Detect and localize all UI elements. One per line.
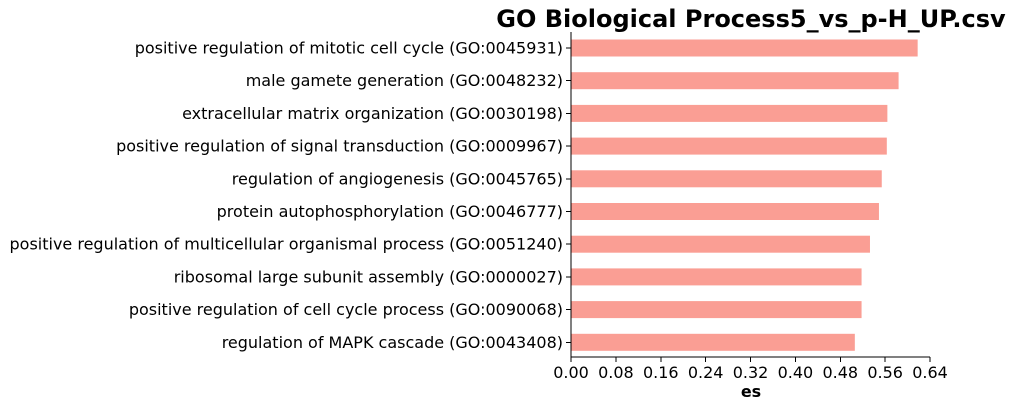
x-tick-label-1: 0.08 [598, 363, 634, 382]
bar-8 [571, 301, 862, 319]
x-tick-label-7: 0.56 [867, 363, 903, 382]
bars-group [571, 39, 918, 351]
category-label-4: regulation of angiogenesis (GO:0045765) [232, 169, 563, 188]
x-tick-label-6: 0.48 [822, 363, 858, 382]
bar-2 [571, 104, 888, 122]
x-tick-label-3: 0.24 [688, 363, 724, 382]
bar-5 [571, 203, 879, 220]
bar-9 [571, 333, 855, 351]
category-label-2: extracellular matrix organization (GO:00… [182, 104, 563, 123]
category-label-0: positive regulation of mitotic cell cycl… [135, 39, 563, 58]
bar-6 [571, 235, 870, 253]
bar-0 [571, 39, 918, 57]
x-tick-label-8: 0.64 [912, 363, 948, 382]
category-label-3: positive regulation of signal transducti… [116, 137, 563, 156]
category-label-5: protein autophosphorylation (GO:0046777) [217, 202, 563, 221]
bar-3 [571, 137, 887, 155]
chart-title: GO Biological Process5_vs_p-H_UP.csv [496, 5, 1006, 33]
bar-4 [571, 170, 882, 188]
category-label-7: ribosomal large subunit assembly (GO:000… [174, 267, 563, 286]
category-label-8: positive regulation of cell cycle proces… [129, 300, 563, 319]
x-axis-label: es [741, 382, 761, 401]
bar-1 [571, 72, 899, 90]
x-tick-label-0: 0.00 [553, 363, 589, 382]
bar-7 [571, 268, 862, 286]
x-axis-ticks: 0.00 0.08 0.16 0.24 0.32 0.40 0.48 0.56 0.64 [553, 357, 948, 382]
category-label-9: regulation of MAPK cascade (GO:0043408) [222, 333, 563, 352]
x-tick-label-4: 0.32 [733, 363, 769, 382]
category-label-6: positive regulation of multicellular org… [10, 235, 563, 254]
category-labels: positive regulation of mitotic cell cycl… [10, 39, 571, 352]
x-tick-label-5: 0.40 [778, 363, 814, 382]
x-tick-label-2: 0.16 [643, 363, 679, 382]
category-label-1: male gamete generation (GO:0048232) [246, 71, 563, 90]
